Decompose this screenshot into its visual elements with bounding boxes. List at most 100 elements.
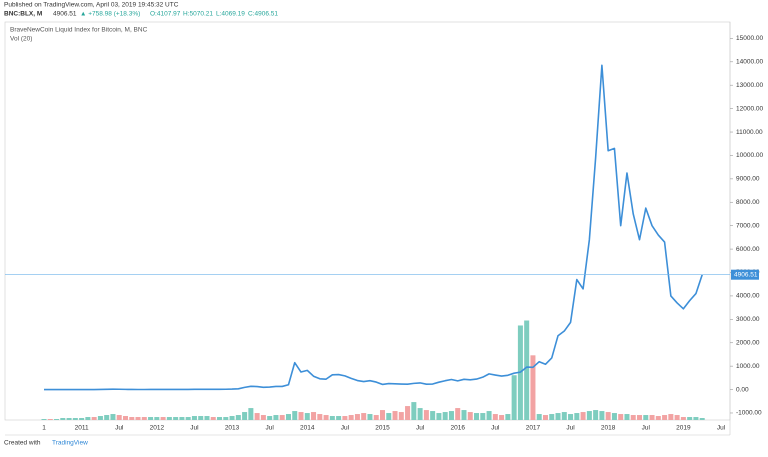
y-tick-label: 2000.00 <box>736 339 760 346</box>
volume-title: Vol (20) <box>10 36 32 43</box>
volume-bar <box>166 417 172 420</box>
x-tick-label: 2016 <box>450 425 465 432</box>
volume-bar <box>480 413 486 420</box>
volume-bar <box>41 419 47 420</box>
y-tick-label: 11000.00 <box>736 129 763 136</box>
x-tick-label: 2014 <box>300 425 315 432</box>
x-tick-label: 2011 <box>75 425 89 432</box>
volume-bar <box>260 415 266 420</box>
volume-bar <box>417 408 423 420</box>
y-tick-label: 7000.00 <box>736 222 760 229</box>
x-tick-label: 1 <box>42 425 46 432</box>
low: L:4069.19 <box>216 11 245 18</box>
volume-bar <box>699 418 705 420</box>
volume-bar <box>72 418 78 420</box>
volume-bar <box>129 417 135 420</box>
volume-bar <box>530 355 536 420</box>
volume-bar <box>110 414 116 420</box>
volume-bar <box>492 414 498 420</box>
y-tick-label: 9000.00 <box>736 176 760 183</box>
volume-bar <box>217 417 223 420</box>
volume-bar <box>148 417 154 420</box>
volume-bar <box>430 411 436 420</box>
volume-bar <box>611 413 617 420</box>
volume-bar <box>179 417 185 420</box>
open: O:4107.97 <box>150 11 181 18</box>
volume-bar <box>549 414 555 420</box>
y-tick-label: -1000.00 <box>736 410 762 417</box>
close: C:4906.51 <box>248 11 278 18</box>
volume-bar <box>618 414 624 420</box>
volume-bar <box>242 412 248 420</box>
y-tick-label: 6000.00 <box>736 246 760 253</box>
volume-bar <box>122 416 128 420</box>
y-tick-label: 15000.00 <box>736 35 763 42</box>
x-tick-label: 2013 <box>225 425 240 432</box>
volume-bar <box>586 411 592 420</box>
volume-bar <box>160 417 166 420</box>
y-tick-label: 8000.00 <box>736 199 760 206</box>
volume-bar <box>254 413 260 420</box>
x-tick-label: Jul <box>566 425 575 432</box>
volume-bar <box>329 416 335 420</box>
y-tick-label: 14000.00 <box>736 59 763 66</box>
volume-bar <box>630 415 636 420</box>
volume-bar <box>568 414 574 420</box>
volume-bar <box>505 414 511 420</box>
volume-bar <box>662 415 668 420</box>
symbol: BNC:BLX, M <box>4 11 42 18</box>
volume-bar <box>336 416 342 420</box>
last-price: 4906.51 <box>53 11 77 18</box>
volume-bar <box>342 416 348 420</box>
volume-bar <box>85 417 91 420</box>
footer-brand: TradingView <box>52 440 88 447</box>
volume-bar <box>47 419 53 420</box>
volume-bar <box>386 413 392 420</box>
volume-bar <box>436 413 442 420</box>
x-tick-label: Jul <box>190 425 199 432</box>
volume-bar <box>474 413 480 420</box>
y-tick-label: 0.00 <box>736 386 749 393</box>
volume-bar <box>317 414 323 420</box>
published: Published on TradingView.com, April 03, … <box>4 2 179 9</box>
volume-bar <box>687 417 693 420</box>
volume-bar <box>561 412 567 420</box>
volume-bar <box>191 416 197 420</box>
volume-bar <box>304 413 310 420</box>
volume-bar <box>574 413 580 420</box>
volume-bar <box>674 415 680 420</box>
volume-bar <box>605 412 611 420</box>
y-tick-label: 3000.00 <box>736 316 760 323</box>
volume-bar <box>442 412 448 420</box>
x-tick-label: Jul <box>491 425 500 432</box>
volume-bar <box>392 411 398 420</box>
volume-bar <box>229 416 235 420</box>
volume-bar <box>292 411 298 420</box>
volume-bar <box>267 416 273 420</box>
x-tick-label: 2018 <box>601 425 616 432</box>
volume-bar <box>655 416 661 420</box>
x-tick-label: Jul <box>341 425 350 432</box>
price-line <box>44 64 703 391</box>
volume-bar <box>248 408 254 420</box>
volume-bar <box>210 417 216 420</box>
volume-bar <box>511 375 517 420</box>
volume-bar <box>141 417 147 420</box>
volume-bar <box>173 417 179 420</box>
x-tick-label: 2015 <box>375 425 390 432</box>
x-tick-label: 2017 <box>526 425 541 432</box>
volume-bar <box>455 408 461 420</box>
volume-bar <box>373 415 379 420</box>
volume-bar <box>599 411 605 420</box>
last-price-box <box>731 269 759 280</box>
volume-bar <box>593 410 599 420</box>
volume-bar <box>486 411 492 420</box>
volume-bar <box>398 412 404 420</box>
volume-bar <box>680 417 686 420</box>
last-price-label: 4906.51 <box>734 271 758 278</box>
volume-bar <box>524 320 530 420</box>
volume-bar <box>311 412 317 420</box>
x-tick-label: 2019 <box>676 425 691 432</box>
volume-bar <box>499 415 505 420</box>
volume-bar <box>361 413 367 420</box>
